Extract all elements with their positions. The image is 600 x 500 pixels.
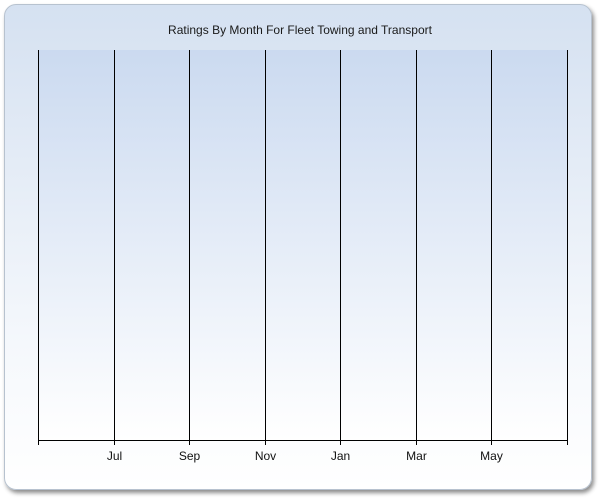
x-tick-label: Sep bbox=[179, 449, 201, 463]
x-tick-label: Jul bbox=[107, 449, 122, 463]
x-axis-tick-labels: Jul Sep Nov Jan Mar May bbox=[107, 449, 503, 463]
x-tick-label: May bbox=[480, 449, 503, 463]
gridlines bbox=[38, 50, 568, 440]
x-tick-label: Mar bbox=[406, 449, 427, 463]
chart-title: Ratings By Month For Fleet Towing and Tr… bbox=[168, 23, 432, 37]
x-tick-label: Jan bbox=[331, 449, 350, 463]
plot-background bbox=[38, 50, 567, 440]
x-tick-label: Nov bbox=[255, 449, 276, 463]
x-axis bbox=[38, 440, 568, 445]
